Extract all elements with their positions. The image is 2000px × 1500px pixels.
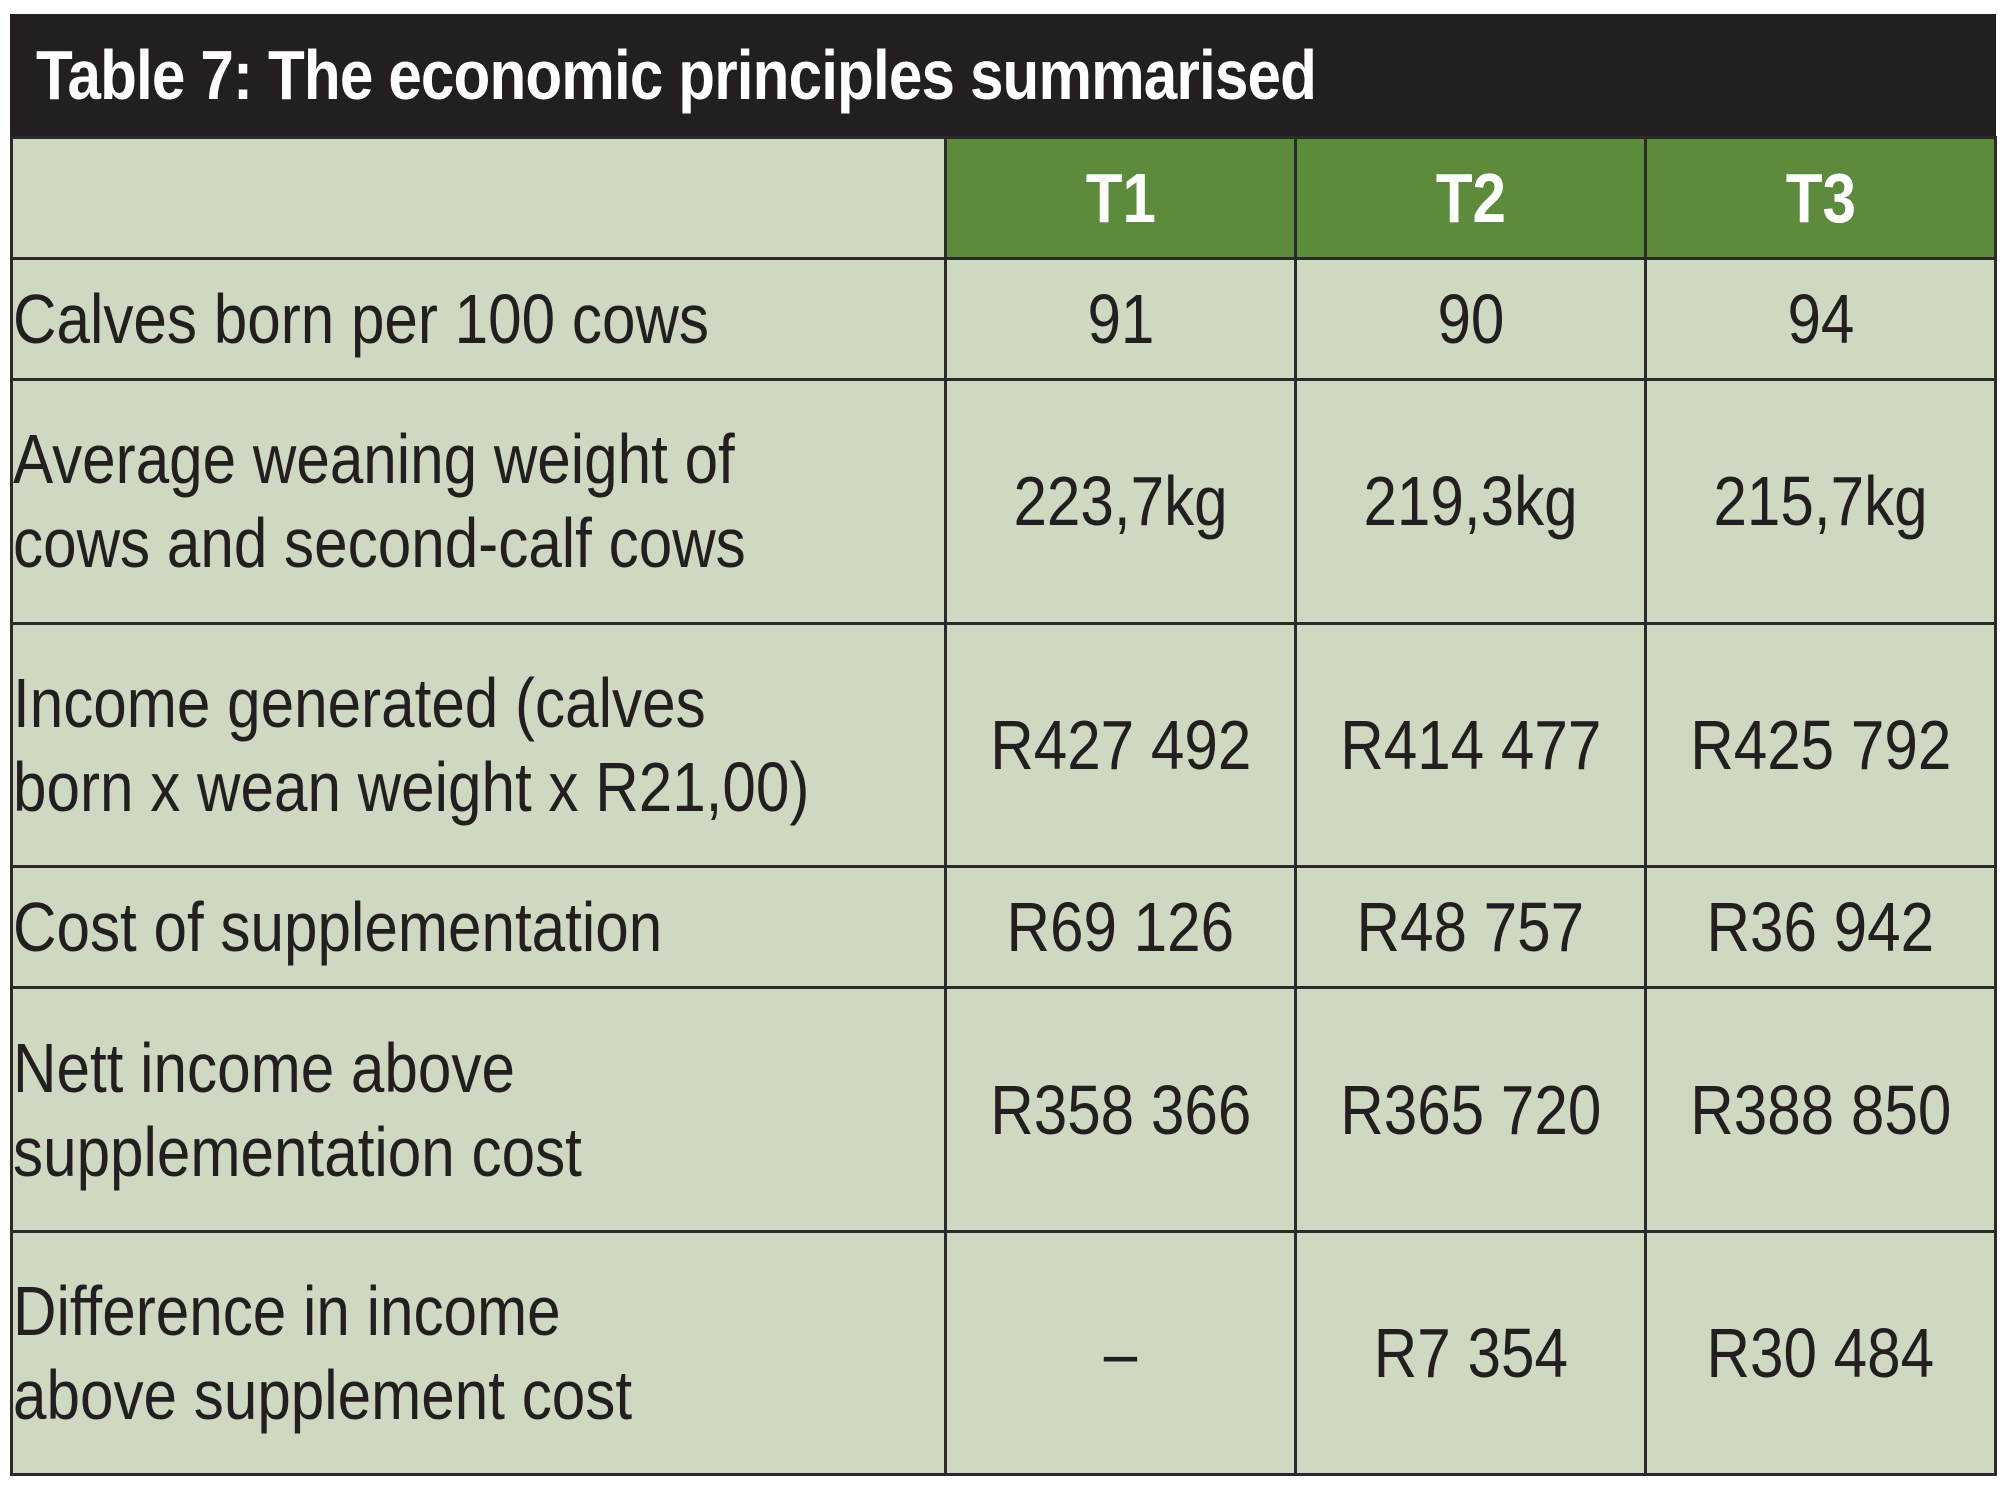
value: 219,3kg bbox=[1363, 462, 1578, 541]
value-cell-t3: R388 850 bbox=[1644, 986, 1997, 1233]
value-cell-t1: 223,7kg bbox=[944, 378, 1297, 625]
table-title: Table 7: The economic principles summari… bbox=[36, 36, 1317, 114]
row-label: Income generated (calves born x wean wei… bbox=[13, 663, 810, 826]
row-label-cell: Cost of supplementation bbox=[10, 864, 947, 990]
value: R30 484 bbox=[1706, 1313, 1935, 1392]
header-t1: T1 bbox=[944, 136, 1297, 260]
table-row-weaning-weight: Average weaning weight of cows and secon… bbox=[10, 378, 1997, 625]
value: R388 850 bbox=[1689, 1070, 1952, 1149]
value: R36 942 bbox=[1706, 888, 1935, 967]
value-cell-t3: R36 942 bbox=[1644, 864, 1997, 990]
header-blank-cell bbox=[10, 136, 947, 260]
row-label: Nett income above supplementation cost bbox=[13, 1028, 582, 1191]
row-label: Calves born per 100 cows bbox=[13, 279, 710, 358]
value: 90 bbox=[1437, 279, 1504, 358]
data-table: T1 T2 T3 Calves born per 100 cows 91 90 … bbox=[10, 136, 1997, 1477]
value-cell-t1: R427 492 bbox=[944, 621, 1297, 868]
value: – bbox=[1103, 1313, 1138, 1392]
economic-principles-table: Table 7: The economic principles summari… bbox=[10, 14, 1997, 1477]
header-row: T1 T2 T3 bbox=[10, 136, 1997, 260]
table-title-bar: Table 7: The economic principles summari… bbox=[10, 14, 1996, 136]
value: R69 126 bbox=[1006, 888, 1235, 967]
value-cell-t2: R414 477 bbox=[1294, 621, 1647, 868]
header-t3-label: T3 bbox=[1785, 158, 1856, 237]
value-cell-t2: 219,3kg bbox=[1294, 378, 1647, 625]
header-t2-label: T2 bbox=[1435, 158, 1506, 237]
value-cell-t3: R30 484 bbox=[1644, 1229, 1997, 1477]
row-label: Cost of supplementation bbox=[13, 888, 663, 967]
value: R358 366 bbox=[989, 1070, 1252, 1149]
row-label-cell: Difference in income above supplement co… bbox=[10, 1229, 947, 1477]
header-t2: T2 bbox=[1294, 136, 1647, 260]
value-cell-t3: 215,7kg bbox=[1644, 378, 1997, 625]
value-cell-t2: R365 720 bbox=[1294, 986, 1647, 1233]
table-row-income-difference: Difference in income above supplement co… bbox=[10, 1229, 1997, 1477]
header-t1-label: T1 bbox=[1085, 158, 1156, 237]
value-cell-t3: 94 bbox=[1644, 256, 1997, 382]
table-row-supplementation-cost: Cost of supplementation R69 126 R48 757 … bbox=[10, 864, 1997, 990]
value: R48 757 bbox=[1356, 888, 1585, 967]
value: 91 bbox=[1087, 279, 1154, 358]
value: R427 492 bbox=[989, 705, 1252, 784]
value: R7 354 bbox=[1373, 1313, 1568, 1392]
table-row-calves-born: Calves born per 100 cows 91 90 94 bbox=[10, 256, 1997, 382]
value-cell-t2: R7 354 bbox=[1294, 1229, 1647, 1477]
header-t3: T3 bbox=[1644, 136, 1997, 260]
row-label: Average weaning weight of cows and secon… bbox=[13, 420, 746, 583]
row-label-cell: Nett income above supplementation cost bbox=[10, 986, 947, 1233]
table-row-income-generated: Income generated (calves born x wean wei… bbox=[10, 621, 1997, 868]
value: 94 bbox=[1787, 279, 1854, 358]
value-cell-t1: R358 366 bbox=[944, 986, 1297, 1233]
value-cell-t1: 91 bbox=[944, 256, 1297, 382]
value: R425 792 bbox=[1689, 705, 1952, 784]
row-label-cell: Average weaning weight of cows and secon… bbox=[10, 378, 947, 625]
value-cell-t1: – bbox=[944, 1229, 1297, 1477]
value: R365 720 bbox=[1339, 1070, 1602, 1149]
value: 223,7kg bbox=[1013, 462, 1228, 541]
row-label-cell: Income generated (calves born x wean wei… bbox=[10, 621, 947, 868]
value: R414 477 bbox=[1339, 705, 1602, 784]
value-cell-t2: 90 bbox=[1294, 256, 1647, 382]
value-cell-t1: R69 126 bbox=[944, 864, 1297, 990]
table-row-nett-income: Nett income above supplementation cost R… bbox=[10, 986, 1997, 1233]
row-label: Difference in income above supplement co… bbox=[13, 1271, 633, 1434]
row-label-cell: Calves born per 100 cows bbox=[10, 256, 947, 382]
value: 215,7kg bbox=[1713, 462, 1928, 541]
value-cell-t2: R48 757 bbox=[1294, 864, 1647, 990]
value-cell-t3: R425 792 bbox=[1644, 621, 1997, 868]
